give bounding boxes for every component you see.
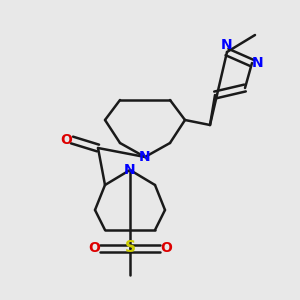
Text: N: N xyxy=(221,38,233,52)
Text: O: O xyxy=(60,133,72,147)
Text: O: O xyxy=(88,241,100,255)
Text: N: N xyxy=(139,150,151,164)
Text: N: N xyxy=(124,163,136,177)
Text: O: O xyxy=(160,241,172,255)
Text: N: N xyxy=(252,56,264,70)
Text: S: S xyxy=(124,241,136,256)
